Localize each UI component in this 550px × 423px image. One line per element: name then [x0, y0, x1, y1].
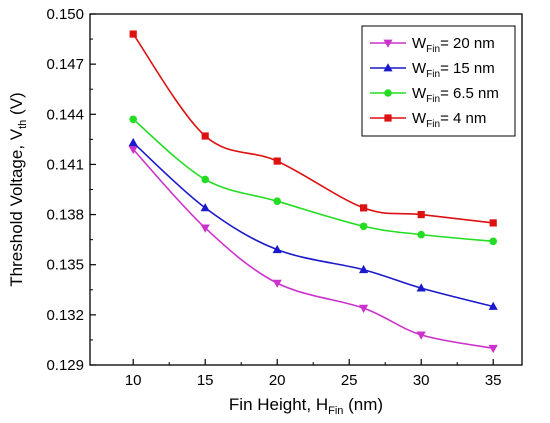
data-point [359, 264, 369, 274]
plot-marks [128, 30, 498, 354]
data-point [417, 210, 425, 219]
data-point [129, 30, 137, 38]
y-tick-label: 0.141 [46, 156, 84, 173]
series-1 [128, 137, 498, 310]
y-tick-label: 0.129 [46, 357, 84, 374]
y-tick-label: 0.150 [46, 6, 84, 23]
data-point [129, 115, 137, 124]
y-tick-label: 0.132 [46, 307, 84, 324]
x-tick-label: 30 [413, 372, 430, 389]
series-line [132, 148, 494, 350]
data-point [360, 204, 368, 212]
data-point [273, 157, 281, 165]
data-point [201, 175, 209, 184]
x-tick-label: 35 [485, 372, 502, 389]
data-point [272, 244, 282, 254]
x-tick-label: 15 [197, 372, 214, 389]
series-2 [129, 115, 498, 246]
axis-ticks: 10 15 20 25 30 35 0.129 0.132 0.135 0.138 0.141 0.1… [46, 6, 501, 389]
legend-item: WFin= 4 nm [370, 110, 486, 130]
x-tick-label: 10 [125, 372, 142, 389]
legend-label: WFin= 4 nm [412, 110, 486, 130]
data-point [273, 197, 282, 205]
y-tick-label: 0.147 [46, 56, 84, 73]
y-tick-label: 0.138 [46, 207, 84, 224]
data-point [128, 145, 138, 155]
data-point [488, 301, 498, 310]
legend-marker [383, 63, 393, 72]
legend-marker [384, 114, 392, 122]
data-point [416, 283, 426, 292]
x-tick-label: 20 [269, 372, 286, 389]
series-line [132, 142, 494, 308]
data-point [416, 331, 426, 340]
legend-item: WFin= 15 nm [370, 60, 495, 80]
data-point [272, 279, 282, 288]
data-point [489, 219, 497, 227]
data-point [200, 224, 210, 233]
data-point [201, 132, 209, 140]
data-point [417, 230, 426, 239]
x-tick-label: 25 [341, 372, 358, 389]
x-axis-label: Fin Height, HFin (nm) [229, 395, 383, 417]
series-3 [129, 30, 497, 227]
data-point [489, 237, 498, 246]
y-axis-label: Threshold Voltage, Vth (V) [7, 92, 29, 286]
data-point [200, 203, 210, 212]
data-point [128, 137, 138, 147]
legend-item: WFin= 20 nm [370, 35, 495, 55]
data-point [359, 222, 368, 231]
y-tick-label: 0.144 [46, 106, 84, 123]
legend-label: WFin= 6.5 nm [412, 85, 499, 105]
legend-marker [383, 39, 393, 48]
legend-label: WFin= 20 nm [412, 35, 495, 55]
data-point [488, 344, 498, 354]
y-tick-label: 0.135 [46, 257, 84, 274]
legend-item: WFin= 6.5 nm [370, 85, 499, 105]
legend-label: WFin= 15 nm [412, 60, 495, 80]
series-line [132, 118, 494, 243]
data-point [359, 304, 369, 313]
legend: WFin= 20 nm WFin= 15 nm WFin= 6.5 nm WFin= … [361, 25, 516, 137]
series-0 [128, 145, 498, 354]
legend-marker [384, 89, 392, 97]
